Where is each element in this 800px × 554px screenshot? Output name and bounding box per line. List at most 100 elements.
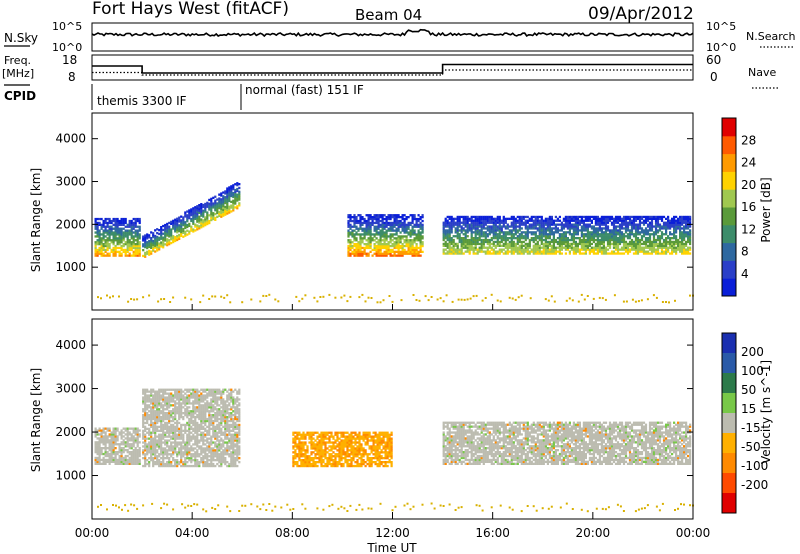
echo-cell: [520, 242, 523, 246]
echo-cell: [94, 460, 97, 463]
echo-cell: [202, 410, 205, 413]
echo-cell: [572, 242, 575, 246]
echo-cell: [377, 246, 380, 250]
echo-cell: [572, 252, 575, 255]
echo-cell: [442, 233, 445, 236]
echo-cell: [196, 445, 199, 448]
echo-cell: [596, 227, 599, 230]
echo-cell: [524, 235, 527, 238]
echo-cell: [530, 215, 533, 219]
echo-cell: [174, 228, 177, 231]
echo-cell: [648, 244, 652, 247]
echo-cell: [106, 223, 109, 226]
echo-cell: [671, 244, 674, 247]
echo-cell: [162, 398, 165, 401]
echo-cell: [538, 238, 541, 242]
echo-cell: [361, 223, 364, 226]
echo-cell: [409, 239, 412, 242]
echo-cell: [644, 219, 648, 222]
echo-cell: [192, 400, 195, 403]
echo-cell: [397, 252, 400, 255]
echo-cell: [150, 237, 153, 240]
echo-cell: [381, 243, 384, 246]
echo-cell: [379, 214, 382, 217]
echo-cell: [112, 235, 115, 238]
echo-cell: [596, 217, 599, 220]
echo-cell: [194, 461, 197, 464]
echo-cell: [152, 451, 155, 454]
echo-cell: [182, 231, 185, 234]
echo-cell: [200, 210, 203, 213]
echo-cell: [116, 435, 119, 438]
echo-cell: [204, 423, 207, 427]
echo-cell: [602, 240, 605, 244]
echo-cell: [194, 412, 197, 415]
echo-cell: [230, 187, 233, 190]
echo-cell: [128, 221, 131, 225]
echo-cell: [202, 416, 205, 419]
colorbar-tick-label: 16: [741, 200, 756, 214]
echo-cell: [130, 460, 133, 463]
echo-cell: [200, 206, 203, 210]
echo-cell: [644, 246, 648, 249]
echo-cell: [498, 242, 501, 246]
echo-cell: [464, 250, 467, 253]
echo-cell: [168, 394, 171, 397]
echo-cell: [472, 252, 475, 255]
echo-cell: [446, 229, 449, 232]
echo-cell: [675, 235, 678, 238]
echo-cell: [568, 227, 571, 230]
echo-cell: [94, 221, 97, 225]
echo-cell: [168, 439, 171, 442]
echo-cell: [124, 433, 127, 436]
echo-cell: [462, 229, 465, 232]
echo-cell: [186, 435, 189, 438]
echo-cell: [96, 447, 99, 450]
echo-cell: [442, 237, 445, 240]
echo-cell: [184, 461, 187, 464]
echo-cell: [164, 225, 167, 229]
echo-cell: [542, 227, 545, 230]
echo-cell: [172, 435, 175, 438]
echo-cell: [160, 462, 163, 466]
echo-cell: [132, 454, 135, 458]
echo-cell: [548, 235, 551, 238]
echo-cell: [630, 238, 634, 242]
echo-cell: [520, 231, 523, 234]
echo-cell: [634, 244, 638, 247]
echo-cell: [480, 238, 483, 242]
echo-cell: [108, 458, 111, 462]
echo-cell: [124, 225, 127, 228]
echo-cell: [109, 296, 111, 299]
echo-cell: [598, 238, 601, 242]
echo-cell: [494, 219, 497, 222]
echo-cell: [190, 464, 193, 468]
echo-cell: [601, 297, 604, 300]
echo-cell: [94, 445, 97, 448]
echo-cell: [124, 429, 127, 432]
echo-cell: [468, 250, 471, 253]
echo-cell: [492, 248, 495, 251]
echo-cell: [524, 233, 527, 236]
echo-cell: [196, 228, 199, 231]
echo-cell: [136, 441, 139, 444]
echo-cell: [415, 225, 418, 228]
freq-label: Freq.: [4, 54, 31, 67]
echo-cell: [146, 246, 149, 250]
echo-cell: [399, 219, 402, 223]
echo-cell: [166, 228, 169, 231]
echo-cell: [624, 221, 628, 224]
echo-cell: [94, 219, 97, 223]
echo-cell: [554, 231, 557, 234]
echo-cell: [174, 408, 177, 411]
echo-cell: [552, 252, 555, 255]
echo-cell: [524, 237, 527, 240]
echo-cell: [478, 235, 481, 238]
echo-cell: [106, 452, 109, 456]
echo-cell: [170, 232, 173, 235]
echo-cell: [393, 250, 396, 253]
echo-cell: [202, 219, 205, 222]
echo-cell: [572, 238, 575, 242]
echo-cell: [636, 242, 640, 246]
echo-cell: [683, 231, 686, 234]
